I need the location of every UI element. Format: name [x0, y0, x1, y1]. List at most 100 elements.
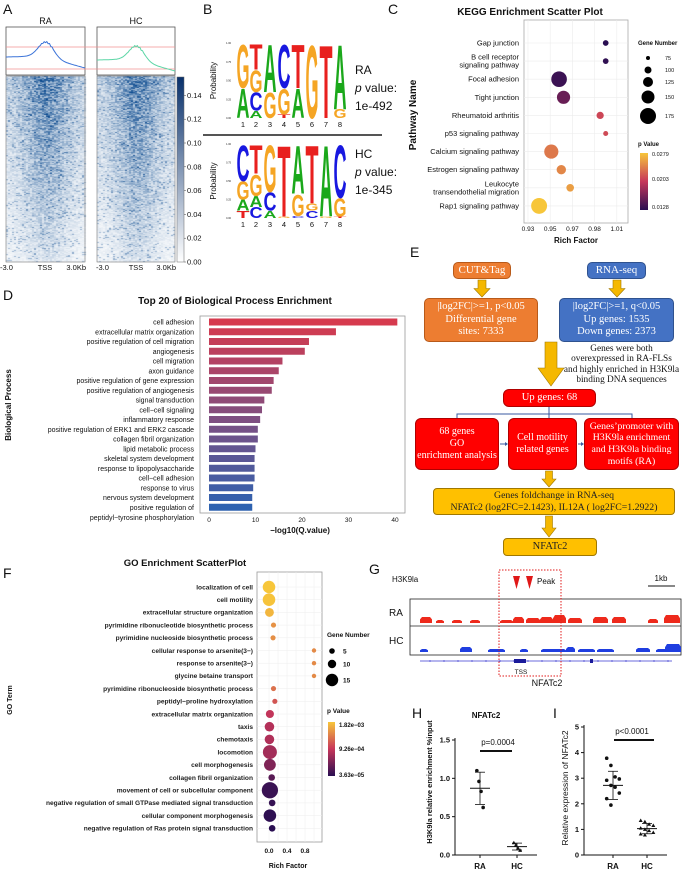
logo-letter-a: A [237, 197, 250, 214]
logo-letter-g: G [306, 23, 319, 140]
data-point [311, 673, 317, 679]
hc-peak [578, 649, 595, 652]
logo-letter-a: A [250, 193, 263, 210]
hc-peak [520, 649, 528, 652]
significance-label: p=0.0004 [481, 738, 515, 747]
y-tick-label: 2 [575, 799, 579, 808]
y-tick-label: 0.00 [226, 217, 231, 220]
y-tick-label: 1.00 [226, 42, 231, 45]
y-tick-label: Tight junction [475, 93, 519, 102]
x-tick-label: 10 [252, 517, 260, 524]
y-tick-label: Rheumatoid arthritis [452, 111, 519, 120]
data-point [609, 763, 613, 768]
size-legend-circle [329, 648, 335, 654]
y-tick-label: cell adhesion [153, 320, 194, 327]
ra-peak [568, 618, 582, 623]
colorbar-label: 1.82e−03 [339, 723, 365, 729]
p-value: 1e-345 [355, 183, 393, 197]
y-tick-label: 0.0 [440, 851, 450, 860]
position-label: 2 [254, 120, 258, 129]
y-tick-label: positive regulation of angiogenesis [87, 388, 195, 395]
y-tick-label: inflammatory response [123, 417, 194, 424]
bar [209, 425, 258, 433]
size-legend-label: 125 [665, 80, 674, 86]
bar [209, 416, 261, 423]
y-tick-label: positive regulation of cell migration [87, 339, 194, 346]
size-legend-label: 100 [665, 68, 674, 74]
logo-letter-a: A [250, 110, 263, 121]
logo-letter-a: A [264, 210, 277, 221]
position-label: 6 [310, 220, 314, 229]
y-tick-label: collagen fibril organization [169, 775, 253, 782]
data-point [261, 782, 279, 799]
logo-letter-c: C [292, 215, 305, 219]
cell-motility-box: Cell motility related genes [508, 418, 577, 470]
logo-letter-g: G [250, 170, 263, 204]
size-legend-circle [643, 77, 653, 87]
position-label: 3 [268, 220, 272, 229]
data-point [268, 774, 276, 781]
hc-peak [636, 648, 650, 652]
hc-peak [460, 647, 472, 652]
x-tick-label: 0.8 [300, 848, 309, 855]
colorbar-label: 0.0279 [652, 152, 669, 158]
data-point [263, 809, 277, 822]
arrow-down-icon [473, 279, 491, 298]
x-tick-label: 3.0Kb [66, 263, 86, 272]
p-value-suffix: value: [362, 165, 397, 179]
panel-label-f: F [3, 565, 12, 581]
arrow-down-icon [608, 279, 626, 298]
y-tick-label: skeletal system development [104, 456, 194, 463]
colorbar [176, 76, 185, 263]
data-point [556, 165, 566, 175]
promoter-box: Genes’promoter with H3K9la enrichment an… [584, 418, 679, 470]
y-tick-label: Leukocyte [485, 179, 519, 188]
y-tick-label: signal transduction [136, 398, 194, 405]
profile-box [5, 26, 86, 76]
hc-peak [541, 649, 566, 652]
position-label: 4 [282, 120, 286, 129]
data-point-triangle [511, 840, 516, 845]
motif-group-label: RA [355, 63, 372, 77]
logo-letter-g: G [278, 216, 291, 218]
track-box [409, 598, 682, 656]
size-legend-circle [640, 108, 656, 124]
y-tick-label: positive regulation of gene expression [76, 378, 194, 385]
y-tick-label: 3 [575, 774, 579, 783]
y-tick-label: cell migration [153, 359, 194, 366]
y-tick-label: taxis [238, 724, 253, 731]
ra-peak [540, 617, 553, 623]
y-axis-label: Pathway Name [408, 79, 419, 150]
y-axis-label: Probability [209, 62, 218, 99]
position-label: 1 [241, 120, 245, 129]
bar [209, 377, 274, 384]
logo-letter-t: T [306, 129, 319, 221]
data-point [609, 803, 613, 807]
logo-letter-t: T [320, 24, 333, 140]
y-tick-label: 0 [575, 851, 579, 860]
data-point [270, 622, 277, 628]
data-point [617, 791, 622, 795]
x-axis-label: Rich Factor [554, 236, 598, 245]
chart-title: KEGG Enrichment Scatter Plot [457, 7, 603, 18]
ra-peak [420, 617, 432, 623]
position-label: 3 [268, 120, 272, 129]
panel-d: Top 20 of Biological Process Enrichment c… [4, 296, 406, 535]
up-genes-box: Up genes: 68 [503, 389, 596, 407]
x-tick-label: TSS [129, 263, 144, 272]
position-label: 7 [324, 120, 328, 129]
y-tick-label: cell−cell adhesion [139, 476, 195, 483]
logo-letter-g: G [306, 201, 319, 213]
y-tick-label: Estrogen signaling pathway [427, 165, 519, 174]
peak-label: Peak [537, 577, 556, 586]
size-legend-label: 15 [343, 678, 351, 685]
logo-letter-g: G [292, 190, 305, 224]
y-tick-label: extracellular matrix organization [95, 329, 194, 336]
panel-label-a: A [3, 1, 13, 17]
logo-letter-t: T [278, 127, 291, 239]
y-tick-label: positive regulation of ERK1 and ERK2 cas… [48, 427, 194, 434]
size-legend-label: 10 [343, 662, 351, 669]
heatmap-box [96, 75, 176, 263]
logo-letter-a: A [334, 26, 347, 129]
